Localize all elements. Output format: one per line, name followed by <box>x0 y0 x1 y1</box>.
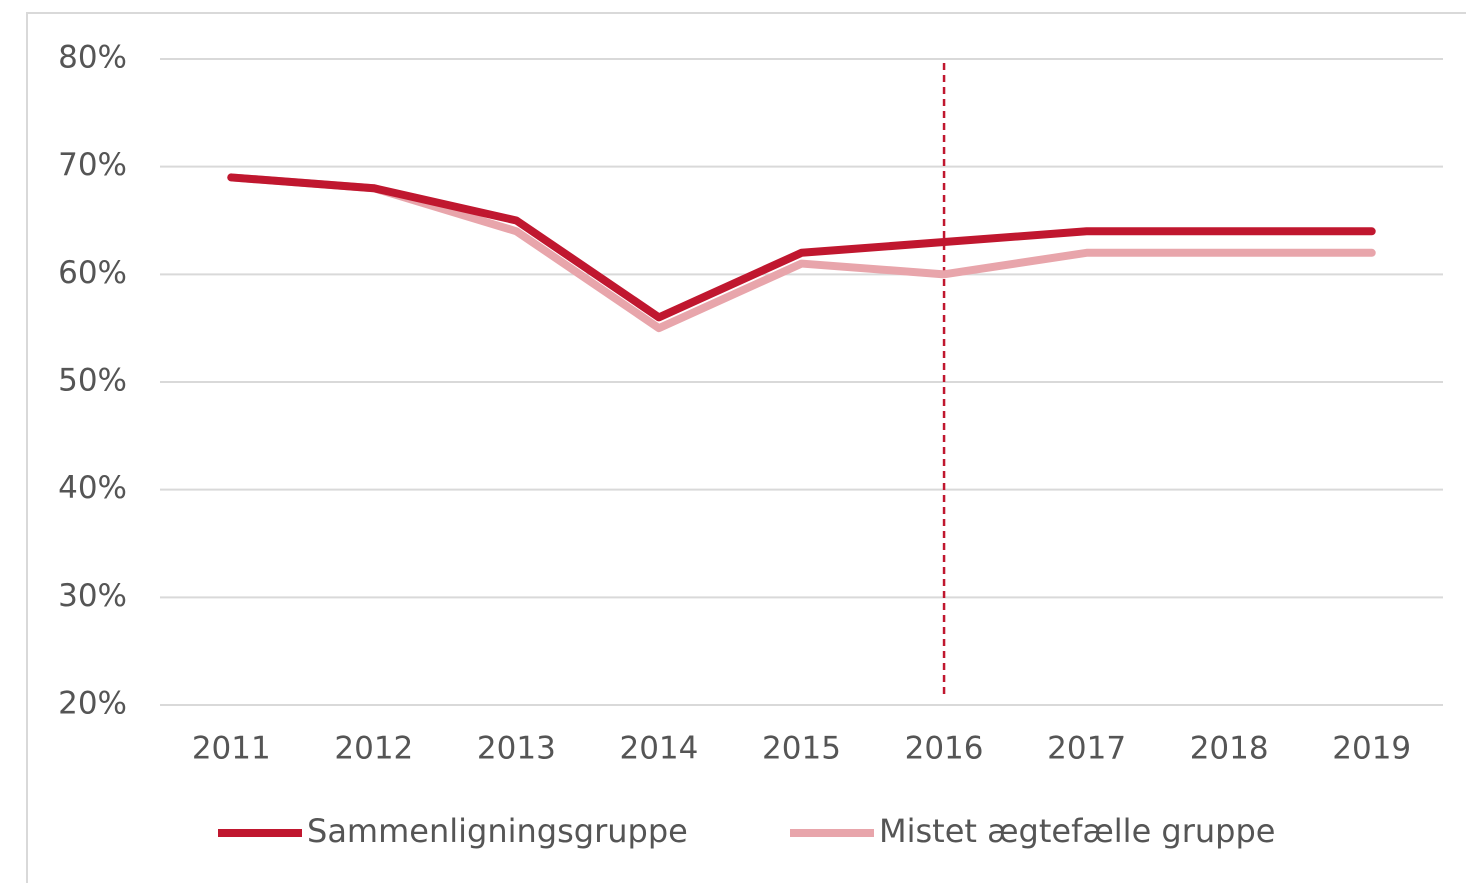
x-tick-label: 2012 <box>334 731 413 767</box>
x-tick-label: 2015 <box>762 731 841 767</box>
x-tick-label: 2017 <box>1047 731 1126 767</box>
x-tick-label: 2014 <box>619 731 698 767</box>
legend-label: Mistet ægtefælle gruppe <box>879 812 1275 850</box>
y-tick-label: 60% <box>58 255 127 291</box>
series-line <box>227 173 1376 322</box>
x-tick-label: 2019 <box>1332 731 1411 767</box>
y-tick-label: 80% <box>58 40 127 76</box>
y-tick-label: 40% <box>58 470 127 506</box>
x-tick-label: 2016 <box>905 731 984 767</box>
x-tick-label: 2011 <box>192 731 271 767</box>
x-tick-label: 2018 <box>1190 731 1269 767</box>
y-tick-label: 50% <box>58 363 127 399</box>
x-tick-label: 2013 <box>477 731 556 767</box>
y-tick-label: 20% <box>58 686 127 722</box>
frame <box>26 12 1466 883</box>
legend-label: Sammenligningsgruppe <box>307 812 688 850</box>
y-tick-label: 70% <box>58 147 127 183</box>
y-tick-label: 30% <box>58 578 127 614</box>
